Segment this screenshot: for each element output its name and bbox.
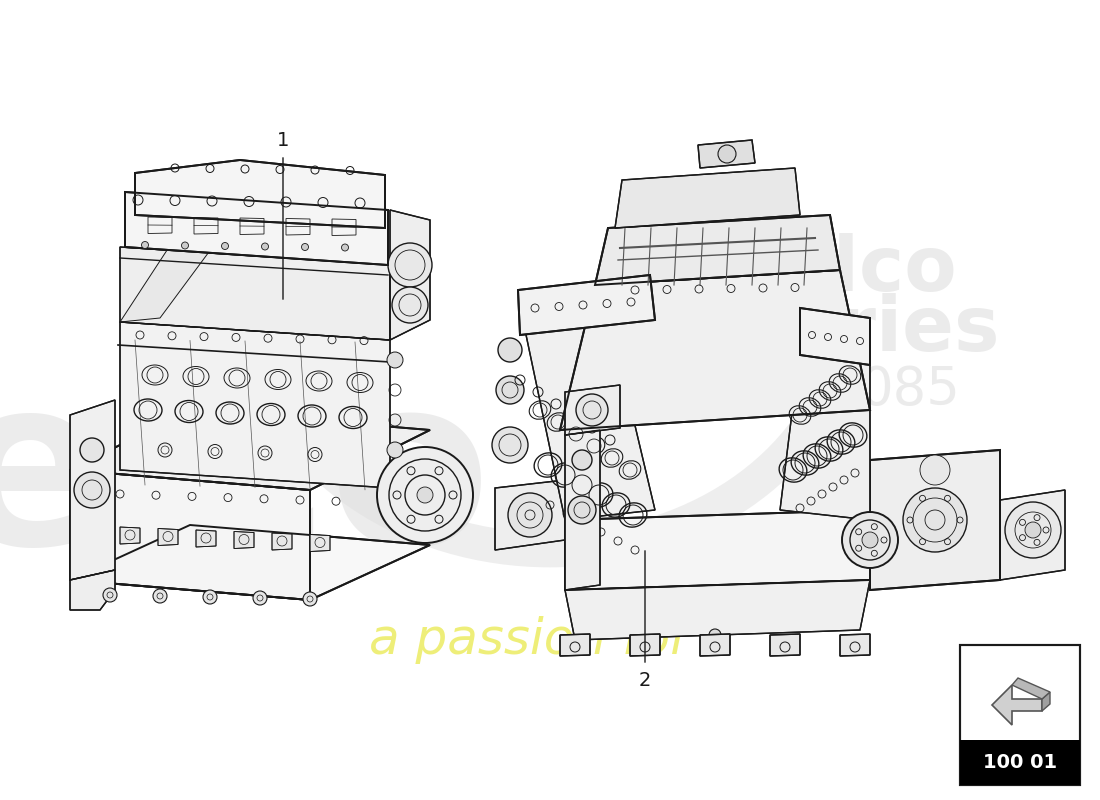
Polygon shape — [698, 140, 755, 168]
Bar — [960, 645, 1080, 785]
Polygon shape — [495, 480, 565, 550]
Circle shape — [387, 352, 403, 368]
Circle shape — [387, 442, 403, 458]
Circle shape — [496, 376, 524, 404]
Polygon shape — [1042, 692, 1050, 711]
Polygon shape — [770, 634, 800, 656]
Circle shape — [103, 588, 117, 602]
Polygon shape — [518, 275, 654, 335]
Circle shape — [80, 438, 104, 462]
Circle shape — [842, 512, 898, 568]
Circle shape — [568, 496, 596, 524]
Circle shape — [718, 145, 736, 163]
Circle shape — [182, 242, 188, 249]
Polygon shape — [120, 247, 390, 340]
Polygon shape — [120, 527, 140, 544]
Circle shape — [1005, 502, 1062, 558]
Polygon shape — [565, 580, 870, 640]
Polygon shape — [565, 510, 870, 590]
Polygon shape — [158, 529, 178, 546]
Polygon shape — [70, 525, 430, 600]
Circle shape — [74, 472, 110, 508]
Text: elco: elco — [0, 366, 492, 594]
Polygon shape — [992, 685, 1042, 725]
Polygon shape — [125, 192, 388, 265]
Circle shape — [221, 242, 229, 250]
Polygon shape — [272, 533, 292, 550]
Circle shape — [1025, 522, 1041, 538]
Polygon shape — [840, 634, 870, 656]
Circle shape — [492, 427, 528, 463]
Circle shape — [388, 243, 432, 287]
Polygon shape — [1012, 678, 1050, 699]
Polygon shape — [630, 634, 660, 656]
Polygon shape — [560, 270, 870, 430]
Polygon shape — [196, 530, 216, 547]
Circle shape — [508, 493, 552, 537]
Circle shape — [142, 242, 148, 249]
Polygon shape — [800, 308, 870, 365]
Circle shape — [710, 629, 720, 641]
Circle shape — [903, 488, 967, 552]
Polygon shape — [595, 215, 840, 285]
Circle shape — [576, 394, 608, 426]
Text: 085: 085 — [859, 364, 960, 416]
Text: 100 01: 100 01 — [983, 754, 1057, 773]
Polygon shape — [234, 531, 254, 549]
Circle shape — [153, 589, 167, 603]
Polygon shape — [70, 570, 116, 610]
Text: 1: 1 — [277, 130, 289, 150]
Circle shape — [253, 591, 267, 605]
Circle shape — [572, 450, 592, 470]
Circle shape — [920, 455, 950, 485]
Polygon shape — [390, 210, 430, 340]
Polygon shape — [70, 400, 116, 580]
Text: 2: 2 — [639, 670, 651, 690]
Polygon shape — [615, 168, 800, 228]
Circle shape — [341, 244, 349, 251]
Bar — [960, 740, 1080, 785]
Circle shape — [204, 590, 217, 604]
Polygon shape — [560, 634, 590, 656]
Polygon shape — [565, 430, 600, 590]
Circle shape — [862, 532, 878, 548]
Polygon shape — [310, 534, 330, 551]
Circle shape — [377, 447, 473, 543]
Polygon shape — [120, 210, 240, 322]
Polygon shape — [525, 320, 654, 520]
Polygon shape — [780, 348, 870, 520]
Polygon shape — [700, 634, 730, 656]
Text: elco: elco — [782, 233, 958, 307]
Circle shape — [498, 338, 522, 362]
Polygon shape — [120, 322, 390, 488]
Polygon shape — [565, 385, 620, 435]
Text: series: series — [740, 293, 999, 367]
Circle shape — [301, 243, 308, 250]
Circle shape — [417, 487, 433, 503]
Polygon shape — [1000, 490, 1065, 580]
Polygon shape — [135, 160, 385, 228]
Polygon shape — [70, 410, 430, 490]
Circle shape — [392, 287, 428, 323]
Circle shape — [262, 243, 268, 250]
Polygon shape — [70, 470, 310, 600]
Text: a passion for: a passion for — [370, 616, 691, 664]
Polygon shape — [870, 450, 1000, 590]
Circle shape — [302, 592, 317, 606]
Bar — [960, 645, 1080, 785]
